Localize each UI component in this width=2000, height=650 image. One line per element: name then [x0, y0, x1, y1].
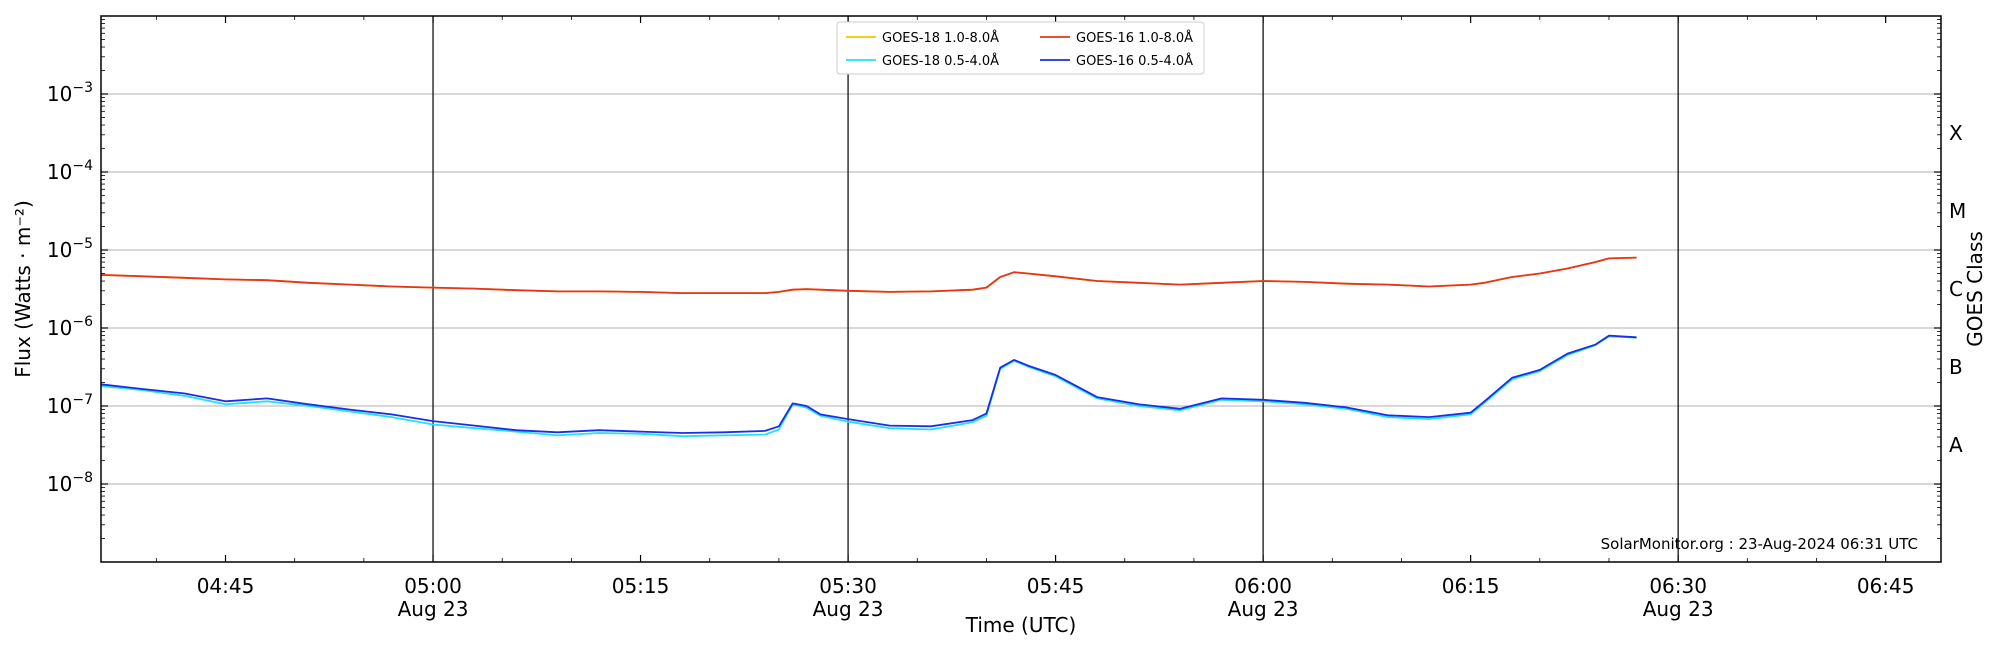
x-axis-title: Time (UTC): [965, 613, 1077, 637]
y-tick-label: 10−3: [47, 80, 93, 106]
legend-label: GOES-18 0.5-4.0Å: [882, 53, 999, 69]
series-lines: [100, 256, 1637, 438]
x-tick-date-label: Aug 23: [1228, 597, 1299, 621]
y-tick-label: 10−4: [47, 158, 93, 184]
source-annotation: SolarMonitor.org : 23-Aug-2024 06:31 UTC: [1601, 535, 1918, 553]
series-line: [100, 334, 1637, 434]
goes-class-label: M: [1949, 199, 1966, 223]
plot-frame: [100, 15, 1942, 563]
legend-label: GOES-16 0.5-4.0Å: [1076, 53, 1193, 69]
legend: GOES-18 1.0-8.0Å GOES-18 0.5-4.0Å GOES-16 …: [836, 21, 1205, 75]
right-axis-title: GOES Class: [1963, 231, 1987, 347]
x-tick-label: 05:00: [404, 574, 462, 598]
x-tick-date-label: Aug 23: [1643, 597, 1714, 621]
series-line: [100, 256, 1637, 295]
y-axis-title: Flux (Watts · m⁻²): [11, 200, 35, 378]
y-tick-label: 10−6: [47, 314, 93, 340]
x-tick-label: 05:15: [612, 574, 670, 598]
x-tick-date-label: Aug 23: [813, 597, 884, 621]
x-tick-label: 05:30: [819, 574, 877, 598]
goes-class-label: B: [1949, 355, 1963, 379]
x-tick-label: 06:45: [1857, 574, 1915, 598]
y-tick-label: 10−7: [47, 392, 93, 418]
legend-label: GOES-18 1.0-8.0Å: [882, 30, 999, 46]
x-tick-date-label: Aug 23: [398, 597, 469, 621]
goes-class-label: X: [1949, 121, 1963, 145]
x-tick-label: 04:45: [197, 574, 255, 598]
series-line: [100, 335, 1637, 438]
x-tick-label: 06:15: [1442, 574, 1500, 598]
y-tick-label: 10−8: [47, 470, 93, 496]
x-tick-label: 05:45: [1027, 574, 1085, 598]
legend-label: GOES-16 1.0-8.0Å: [1076, 30, 1193, 46]
goes-class-labels: A B C M X: [1949, 121, 1966, 457]
plot-background: [101, 16, 1941, 562]
legend-box: [836, 21, 1205, 75]
goes-class-label: C: [1949, 277, 1963, 301]
x-tick-label: 06:30: [1649, 574, 1707, 598]
y-tick-label: 10−5: [47, 236, 93, 262]
goes-class-label: A: [1949, 433, 1963, 457]
x-tick-label: 06:00: [1234, 574, 1292, 598]
grid-lines: [101, 16, 1941, 562]
